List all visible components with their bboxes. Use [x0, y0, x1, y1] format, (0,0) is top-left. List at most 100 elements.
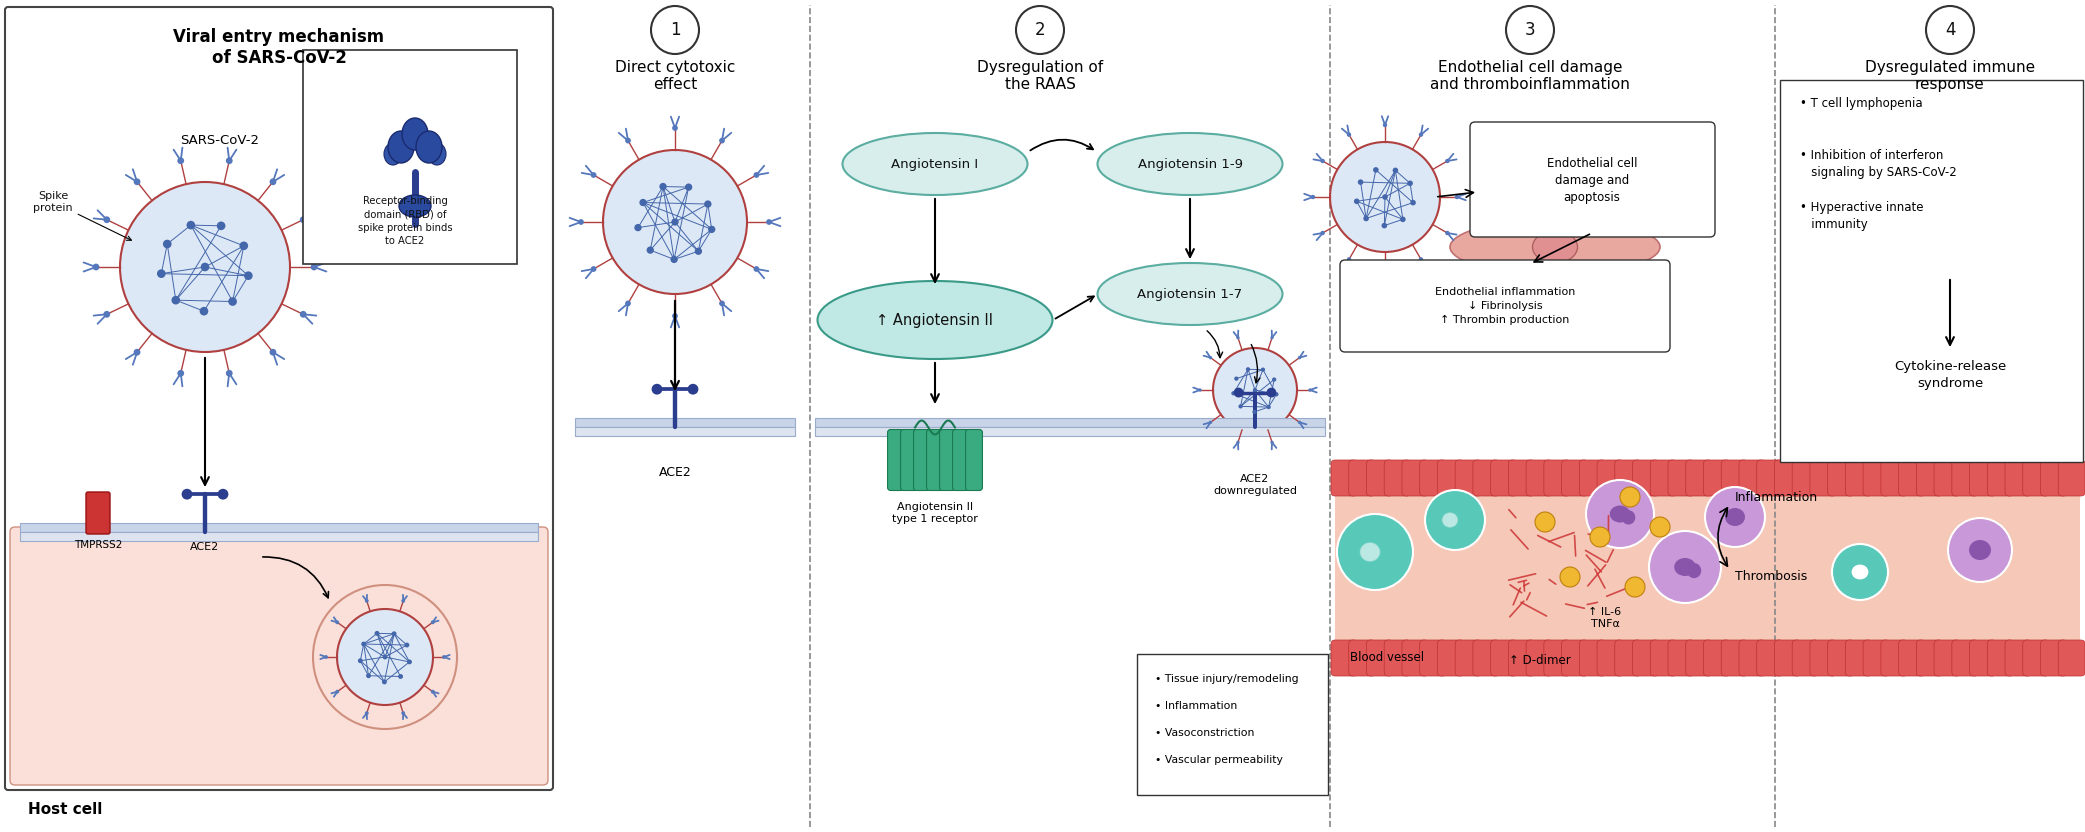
Circle shape — [156, 270, 165, 278]
FancyBboxPatch shape — [1562, 460, 1589, 496]
Circle shape — [200, 263, 208, 271]
Circle shape — [1445, 230, 1449, 235]
FancyBboxPatch shape — [1722, 460, 1747, 496]
FancyBboxPatch shape — [1384, 460, 1412, 496]
Circle shape — [1591, 527, 1610, 547]
FancyBboxPatch shape — [1491, 640, 1518, 676]
Circle shape — [1311, 195, 1316, 199]
Text: Inflammation: Inflammation — [1735, 491, 1818, 503]
Circle shape — [1399, 216, 1405, 222]
Circle shape — [313, 585, 457, 729]
Ellipse shape — [842, 133, 1028, 195]
Circle shape — [432, 690, 434, 694]
FancyBboxPatch shape — [913, 429, 930, 491]
Circle shape — [92, 264, 100, 270]
Circle shape — [1393, 167, 1399, 173]
Circle shape — [359, 658, 363, 663]
Circle shape — [442, 655, 446, 659]
FancyBboxPatch shape — [2058, 640, 2085, 676]
Text: • Hyperactive innate
   immunity: • Hyperactive innate immunity — [1799, 201, 1924, 231]
FancyBboxPatch shape — [1136, 654, 1328, 795]
Ellipse shape — [398, 195, 432, 217]
Circle shape — [336, 690, 340, 694]
Circle shape — [1209, 421, 1211, 424]
FancyBboxPatch shape — [940, 429, 957, 491]
Text: Thrombosis: Thrombosis — [1735, 571, 1808, 583]
Text: Cytokine-release
syndrome: Cytokine-release syndrome — [1893, 360, 2006, 390]
Circle shape — [367, 673, 371, 678]
Circle shape — [1649, 531, 1720, 603]
FancyBboxPatch shape — [1829, 640, 1854, 676]
Circle shape — [1382, 123, 1387, 127]
Text: • T cell lymphopenia: • T cell lymphopenia — [1799, 97, 1922, 110]
Circle shape — [269, 178, 277, 186]
Circle shape — [392, 631, 396, 636]
FancyBboxPatch shape — [1916, 640, 1943, 676]
FancyBboxPatch shape — [2058, 460, 2085, 496]
Circle shape — [1272, 378, 1276, 382]
Circle shape — [1199, 389, 1201, 392]
FancyBboxPatch shape — [1578, 640, 1605, 676]
FancyBboxPatch shape — [1916, 460, 1943, 496]
Text: • Vasoconstriction: • Vasoconstriction — [1155, 728, 1255, 738]
Ellipse shape — [1532, 231, 1578, 263]
Text: 4: 4 — [1945, 21, 1956, 39]
Text: ↑ D-dimer: ↑ D-dimer — [1510, 654, 1570, 667]
Circle shape — [1307, 389, 1311, 392]
Circle shape — [603, 150, 746, 294]
Ellipse shape — [402, 118, 427, 150]
Circle shape — [1455, 195, 1460, 199]
FancyBboxPatch shape — [1774, 460, 1801, 496]
Text: 3: 3 — [1524, 21, 1535, 39]
FancyBboxPatch shape — [1668, 460, 1695, 496]
FancyBboxPatch shape — [1526, 640, 1553, 676]
Circle shape — [1209, 356, 1211, 359]
FancyBboxPatch shape — [1330, 460, 1357, 496]
Circle shape — [671, 313, 678, 319]
Circle shape — [177, 157, 183, 164]
FancyBboxPatch shape — [1952, 460, 1979, 496]
FancyBboxPatch shape — [1651, 640, 1676, 676]
Circle shape — [104, 216, 111, 223]
FancyBboxPatch shape — [1349, 460, 1376, 496]
Text: TMPRSS2: TMPRSS2 — [73, 540, 123, 550]
Text: Endothelial inflammation
↓ Fibrinolysis
↑ Thrombin production: Endothelial inflammation ↓ Fibrinolysis … — [1434, 287, 1574, 325]
FancyBboxPatch shape — [1507, 460, 1535, 496]
Circle shape — [225, 157, 234, 164]
FancyBboxPatch shape — [1722, 640, 1747, 676]
Circle shape — [653, 384, 663, 394]
Circle shape — [400, 599, 404, 603]
Circle shape — [1560, 567, 1580, 587]
FancyBboxPatch shape — [1330, 640, 1357, 676]
Circle shape — [1266, 388, 1276, 398]
FancyBboxPatch shape — [1341, 260, 1670, 352]
Circle shape — [578, 219, 584, 225]
Circle shape — [1347, 257, 1351, 261]
Circle shape — [590, 266, 596, 272]
Text: ↑ IL-6
TNFα: ↑ IL-6 TNFα — [1589, 607, 1622, 629]
FancyBboxPatch shape — [1420, 640, 1447, 676]
Circle shape — [1382, 267, 1387, 271]
Text: Angiotensin 1-9: Angiotensin 1-9 — [1138, 157, 1243, 171]
Ellipse shape — [417, 131, 442, 163]
Circle shape — [163, 240, 171, 248]
Circle shape — [646, 246, 655, 254]
Circle shape — [1253, 388, 1257, 392]
Circle shape — [1261, 368, 1266, 372]
Text: • Vascular permeability: • Vascular permeability — [1155, 755, 1282, 765]
FancyBboxPatch shape — [1758, 640, 1783, 676]
Circle shape — [311, 264, 317, 270]
Circle shape — [400, 711, 404, 715]
FancyBboxPatch shape — [21, 532, 538, 541]
FancyBboxPatch shape — [1864, 460, 1889, 496]
Circle shape — [398, 674, 402, 679]
FancyBboxPatch shape — [1472, 640, 1499, 676]
Circle shape — [1247, 367, 1251, 371]
Circle shape — [634, 224, 642, 231]
FancyBboxPatch shape — [1810, 460, 1837, 496]
Circle shape — [651, 6, 698, 54]
FancyBboxPatch shape — [1703, 460, 1731, 496]
Circle shape — [694, 248, 703, 255]
FancyBboxPatch shape — [575, 418, 794, 427]
FancyBboxPatch shape — [1774, 640, 1801, 676]
